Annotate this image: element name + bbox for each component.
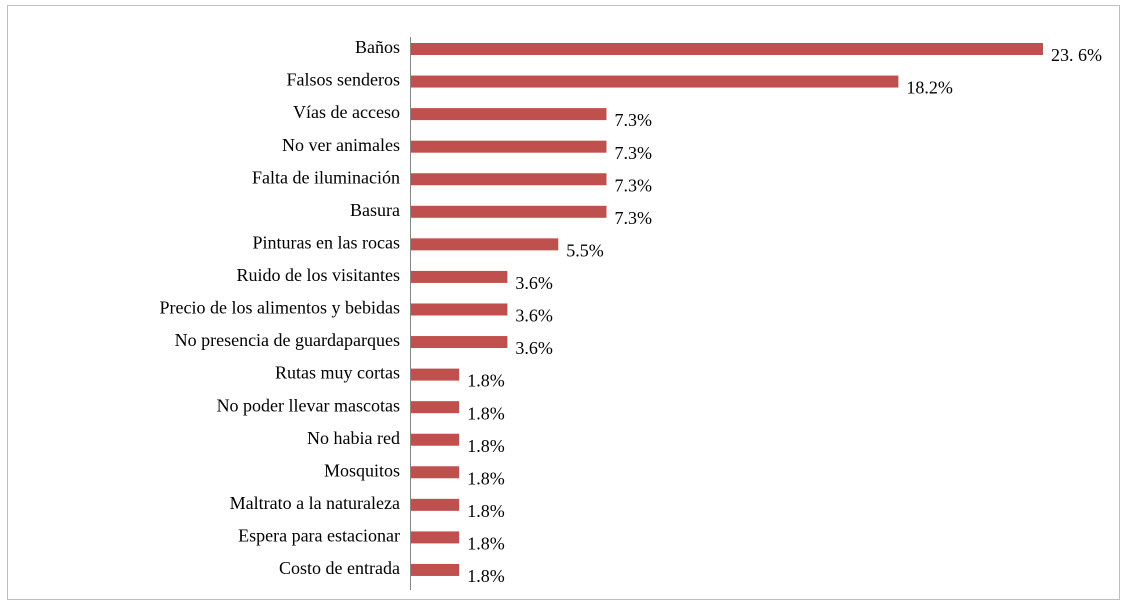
value-label: 1.8%: [467, 468, 505, 488]
value-label: 7.3%: [614, 208, 652, 228]
category-label: Pinturas en las rocas: [253, 232, 400, 252]
category-label: No habia red: [307, 428, 400, 448]
bar: [411, 173, 607, 186]
category-label: Basura: [350, 200, 400, 220]
category-label: Espera para estacionar: [238, 526, 400, 546]
bar: [411, 498, 460, 511]
category-label: Vías de acceso: [293, 102, 400, 122]
value-label: 7.3%: [614, 143, 652, 163]
chart-border: [7, 5, 1120, 600]
value-label: 3.6%: [515, 306, 553, 326]
bar: [411, 433, 460, 446]
bar: [411, 140, 607, 153]
bar: [411, 466, 460, 479]
category-label: Ruido de los visitantes: [237, 265, 401, 285]
bar: [411, 270, 508, 283]
value-label: 1.8%: [467, 371, 505, 391]
bar: [411, 563, 460, 576]
bar: [411, 531, 460, 544]
bar: [411, 368, 460, 381]
value-label: 1.8%: [467, 534, 505, 554]
category-label: Mosquitos: [324, 460, 400, 480]
category-label: No ver animales: [282, 135, 400, 155]
category-label: No presencia de guardaparques: [175, 330, 400, 350]
bar: [411, 401, 460, 414]
category-label: No poder llevar mascotas: [217, 395, 400, 415]
value-label: 3.6%: [515, 273, 553, 293]
bar: [411, 205, 607, 218]
bar: [411, 303, 508, 316]
value-label: 23. 6%: [1051, 45, 1102, 65]
category-label: Rutas muy cortas: [275, 363, 400, 383]
value-label: 1.8%: [467, 403, 505, 423]
value-label: 7.3%: [614, 175, 652, 195]
category-label: Falta de iluminación: [252, 167, 400, 187]
bar: [411, 75, 899, 88]
category-label: Precio de los alimentos y bebidas: [160, 298, 400, 318]
value-label: 3.6%: [515, 338, 553, 358]
value-label: 1.8%: [467, 436, 505, 456]
category-label: Baños: [355, 37, 400, 57]
category-label: Falsos senderos: [287, 70, 401, 90]
value-label: 5.5%: [566, 240, 604, 260]
category-label: Costo de entrada: [279, 558, 400, 578]
value-label: 7.3%: [614, 110, 652, 130]
value-label: 18.2%: [906, 78, 953, 98]
bar: [411, 238, 559, 251]
value-label: 1.8%: [467, 501, 505, 521]
bar: [411, 108, 607, 121]
bar: [411, 336, 508, 349]
bar: [411, 43, 1043, 55]
category-label: Maltrato a la naturaleza: [230, 493, 400, 513]
value-label: 1.8%: [467, 566, 505, 586]
